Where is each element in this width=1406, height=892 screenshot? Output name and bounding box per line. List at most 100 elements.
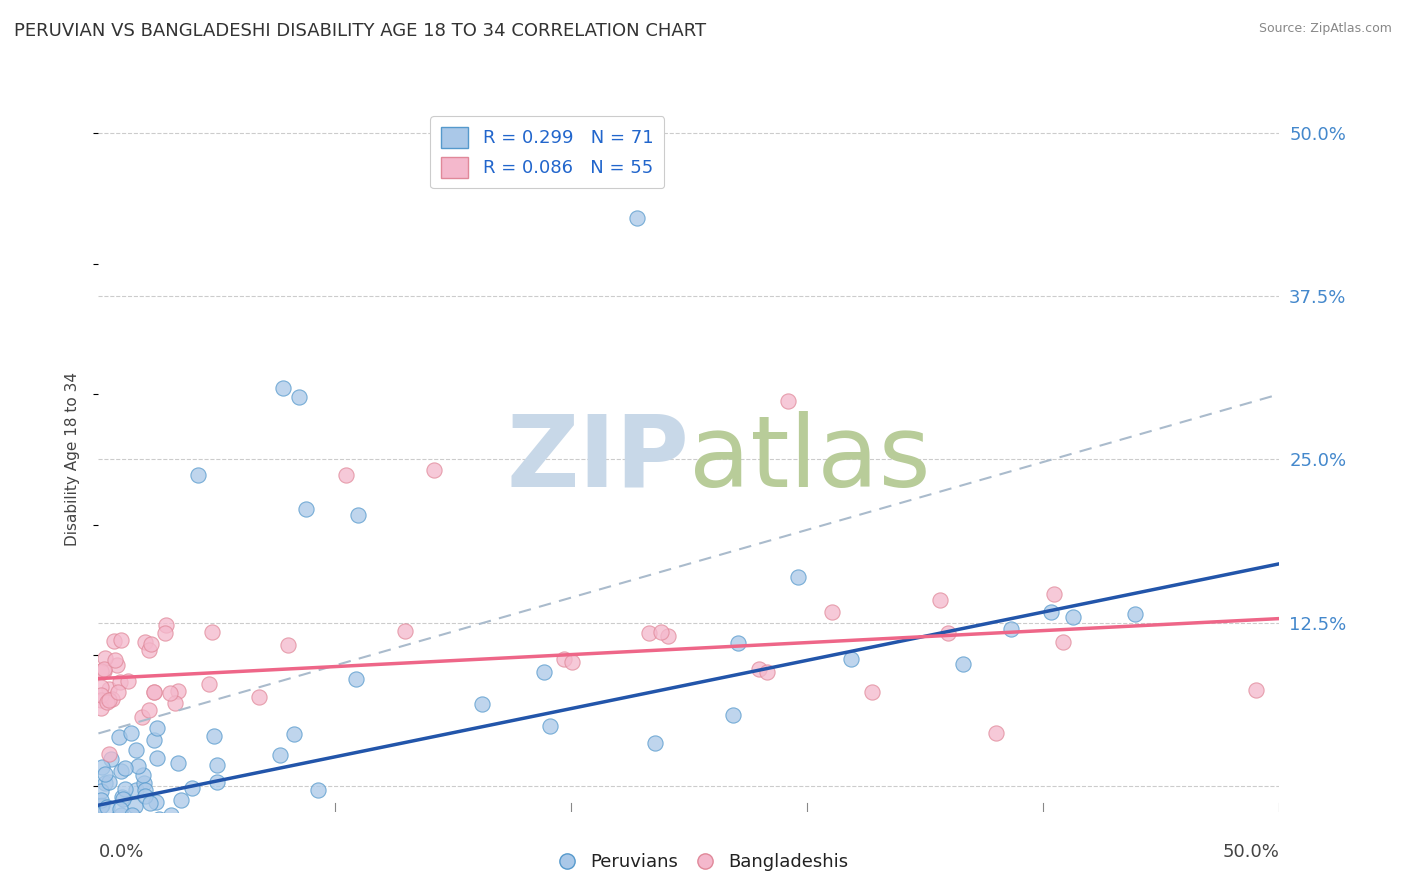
Point — [1052, 635, 1074, 649]
Point — [821, 605, 844, 619]
Point — [533, 665, 555, 679]
Point — [90, 692, 112, 706]
Text: ZIP: ZIP — [506, 411, 689, 508]
Point — [127, 759, 149, 773]
Point — [125, 783, 148, 797]
Point — [134, 783, 156, 797]
Point — [721, 708, 744, 723]
Point — [277, 638, 299, 652]
Point — [114, 781, 136, 796]
Point — [143, 685, 166, 699]
Point — [187, 468, 209, 483]
Point — [143, 685, 166, 699]
Point — [98, 775, 121, 789]
Point — [94, 836, 117, 850]
Point — [98, 681, 121, 696]
Point — [108, 674, 131, 689]
Point — [347, 508, 370, 523]
Point — [103, 634, 125, 648]
Point — [638, 626, 661, 640]
Point — [100, 752, 122, 766]
Point — [134, 789, 156, 804]
Point — [748, 662, 770, 676]
Point — [110, 764, 132, 779]
Point — [134, 634, 156, 648]
Point — [269, 748, 291, 763]
Point — [93, 662, 115, 676]
Point — [131, 887, 153, 892]
Point — [93, 664, 115, 678]
Point — [929, 592, 952, 607]
Text: 0.0%: 0.0% — [98, 843, 143, 861]
Point — [96, 695, 118, 709]
Point — [105, 658, 128, 673]
Point — [166, 684, 188, 698]
Point — [90, 680, 112, 694]
Point — [756, 665, 779, 680]
Point — [394, 624, 416, 639]
Point — [142, 732, 165, 747]
Point — [1000, 623, 1022, 637]
Point — [170, 793, 193, 807]
Point — [205, 774, 228, 789]
Point — [117, 673, 139, 688]
Point — [91, 759, 114, 773]
Point — [307, 782, 329, 797]
Point — [423, 463, 446, 477]
Point — [90, 700, 112, 714]
Point — [90, 848, 112, 863]
Point — [163, 696, 186, 710]
Point — [787, 570, 810, 584]
Point — [90, 784, 112, 798]
Point — [125, 832, 148, 847]
Point — [98, 747, 121, 761]
Point — [110, 633, 132, 648]
Point — [97, 692, 120, 706]
Point — [100, 691, 122, 706]
Point — [644, 736, 666, 750]
Point — [778, 393, 800, 408]
Point — [94, 650, 117, 665]
Point — [471, 697, 494, 711]
Point — [90, 665, 112, 679]
Point — [108, 730, 131, 744]
Point — [111, 789, 134, 804]
Point — [114, 761, 136, 775]
Point — [110, 808, 132, 822]
Point — [247, 690, 270, 704]
Point — [139, 796, 162, 810]
Point — [180, 780, 202, 795]
Point — [1039, 605, 1062, 619]
Text: 50.0%: 50.0% — [1223, 843, 1279, 861]
Point — [952, 657, 974, 672]
Point — [108, 802, 131, 816]
Point — [136, 815, 159, 830]
Point — [131, 710, 153, 724]
Point — [167, 756, 190, 770]
Point — [141, 636, 163, 650]
Point — [202, 729, 225, 743]
Point — [90, 799, 112, 814]
Point — [538, 719, 561, 733]
Point — [295, 502, 318, 516]
Point — [1043, 587, 1066, 601]
Point — [90, 793, 112, 807]
Point — [198, 677, 221, 691]
Point — [1062, 610, 1084, 624]
Point — [657, 629, 679, 643]
Point — [335, 468, 357, 483]
Point — [1123, 607, 1146, 622]
Point — [124, 799, 146, 814]
Point — [120, 726, 142, 740]
Point — [984, 726, 1007, 740]
Point — [146, 722, 169, 736]
Point — [94, 776, 117, 790]
Point — [136, 842, 159, 856]
Point — [344, 672, 367, 686]
Point — [626, 211, 648, 225]
Point — [271, 381, 294, 395]
Point — [841, 651, 863, 665]
Point — [205, 757, 228, 772]
Point — [145, 795, 167, 809]
Point — [107, 685, 129, 699]
